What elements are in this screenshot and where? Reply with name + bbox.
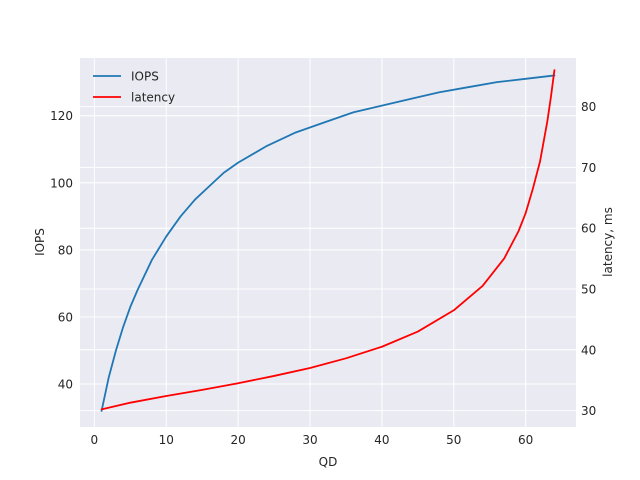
y2-tick-label: 60 (581, 222, 596, 236)
x-tick-label: 0 (91, 433, 99, 447)
grid (80, 58, 576, 427)
x-tick-label: 50 (446, 433, 461, 447)
y-tick-label: 120 (50, 109, 73, 123)
plot-background (80, 58, 576, 427)
x-axis-label: QD (319, 455, 338, 469)
y-tick-label: 80 (58, 243, 73, 257)
y-tick-label: 40 (58, 378, 73, 392)
legend: IOPS latency (93, 70, 175, 105)
x-tick-label: 60 (518, 433, 533, 447)
legend-label-iops: IOPS (131, 70, 159, 84)
y-tick-label: 60 (58, 310, 73, 324)
x-tick-label: 20 (231, 433, 246, 447)
x-tick-label: 40 (374, 433, 389, 447)
series-line-iops (100, 74, 556, 412)
y2-axis-ticks: 30 40 50 60 70 80 (581, 100, 596, 418)
x-tick-label: 10 (159, 433, 174, 447)
y2-tick-label: 30 (581, 404, 596, 418)
y-tick-label: 100 (50, 176, 73, 190)
legend-label-latency: latency (131, 91, 175, 105)
y2-tick-label: 80 (581, 100, 596, 114)
series-line-latency (100, 69, 556, 411)
series-lines (100, 69, 556, 412)
y2-axis-label: latency, ms (601, 207, 615, 277)
x-axis-ticks: 0 10 20 30 40 50 60 (91, 433, 534, 447)
y2-tick-label: 70 (581, 161, 596, 175)
y-axis-label: IOPS (33, 228, 47, 256)
y-axis-ticks: 40 60 80 100 120 (50, 109, 73, 391)
y2-tick-label: 40 (581, 343, 596, 357)
x-tick-label: 30 (302, 433, 317, 447)
y2-tick-label: 50 (581, 283, 596, 297)
